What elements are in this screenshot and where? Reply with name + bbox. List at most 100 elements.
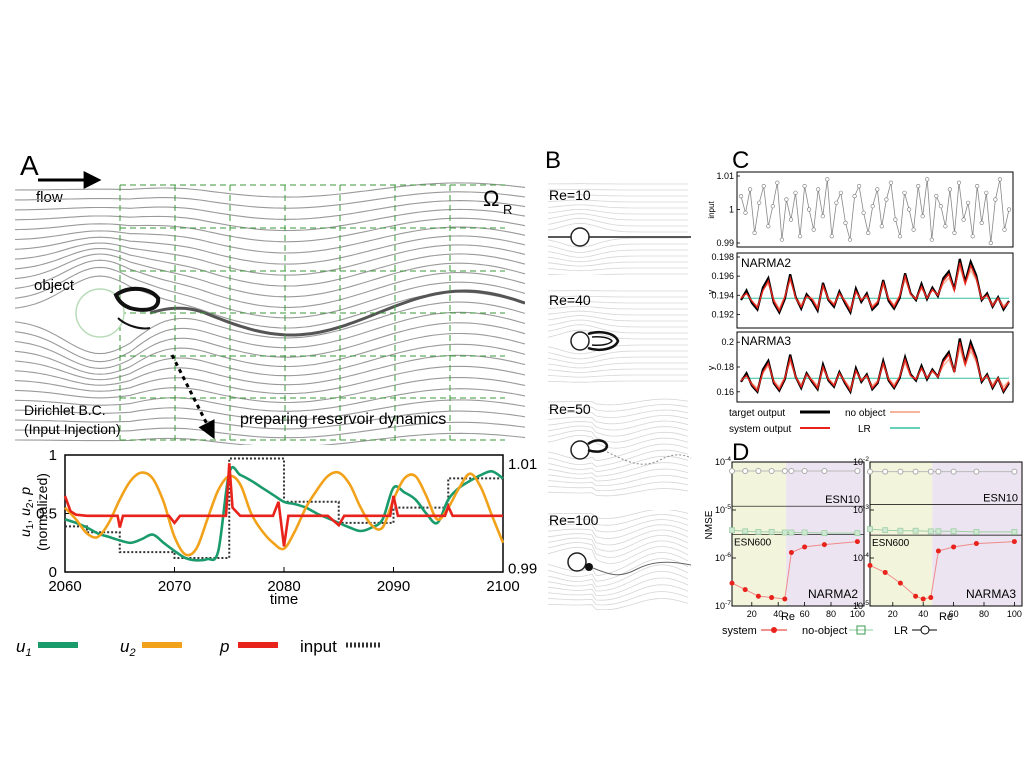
streamline: [548, 237, 688, 248]
system-marker: [935, 548, 941, 554]
input-marker: [879, 224, 884, 229]
panel-a: A flow object Ω R Dirichlet B.C. (Input …: [15, 150, 525, 445]
re40-wake-inner: [591, 336, 613, 346]
re50-wake: [587, 439, 609, 453]
input-marker: [820, 214, 825, 219]
noobject-marker: [801, 529, 808, 536]
y-tick-label: 10-7: [715, 600, 731, 611]
legend-p-label: p: [219, 637, 229, 656]
system-marker: [882, 569, 888, 575]
legend-u2-swatch: [142, 642, 182, 648]
input-marker: [888, 180, 894, 185]
d-legend-system-label: system: [722, 625, 757, 637]
legend-target-label: target output: [729, 408, 785, 419]
streamline: [548, 519, 689, 533]
system-marker: [742, 587, 748, 593]
nmse-panel-tag: NARMA3: [966, 587, 1016, 601]
streamline: [548, 524, 689, 539]
streamline: [15, 259, 525, 308]
timeseries-xlabel: time: [270, 591, 298, 608]
input-marker: [793, 190, 798, 195]
streamline: [548, 462, 689, 477]
input-marker: [979, 220, 984, 225]
noobject-marker: [935, 528, 942, 535]
lr-marker: [755, 467, 762, 474]
input-marker: [929, 237, 934, 242]
input-marker: [802, 184, 807, 189]
streamline: [548, 267, 688, 272]
input-marker: [956, 180, 962, 185]
y-tick-label: 0.18: [716, 362, 734, 372]
y-tick-label: 10-6: [715, 552, 731, 563]
noobject-marker: [768, 528, 775, 535]
legend-u2-label: u2: [120, 637, 136, 659]
lr-marker: [935, 468, 942, 475]
system-marker: [867, 562, 873, 568]
noobject-marker: [788, 529, 795, 536]
input-marker: [988, 240, 993, 246]
nmse-panel-tag: NARMA2: [808, 587, 858, 601]
re100-vortex: [585, 563, 593, 571]
omega-label: Ω: [483, 186, 499, 211]
streamline: [548, 577, 689, 597]
input-marker: [797, 234, 803, 239]
x-tick-label: 2080: [267, 578, 300, 595]
input-marker: [884, 197, 889, 202]
system-marker: [755, 593, 761, 599]
streamline: [548, 558, 689, 582]
legend-u1-label: u1: [16, 637, 32, 659]
y-tick-label: 1: [49, 447, 57, 464]
streamline: [548, 404, 689, 412]
system-marker: [729, 580, 735, 586]
y-tick-label: 10-4: [715, 456, 731, 467]
series-line: [740, 179, 1010, 244]
streamline: [548, 344, 688, 355]
noobject-marker: [950, 528, 957, 535]
streamline: [548, 409, 689, 418]
streamline: [548, 380, 688, 383]
streamline: [548, 468, 689, 482]
narma3-title: NARMA3: [741, 334, 791, 348]
noobject-marker: [781, 529, 788, 536]
streamline: [15, 253, 525, 298]
nmse-frame: [731, 461, 865, 607]
esn600-label: ESN600: [734, 537, 772, 548]
input-marker: [747, 187, 753, 192]
lr-marker: [927, 468, 934, 475]
re10-cylinder: [570, 227, 590, 247]
streamline: [548, 420, 689, 431]
x-tick-label: 60: [800, 609, 810, 619]
input-marker: [811, 227, 816, 232]
x-tick-label: 60: [949, 609, 959, 619]
streamline: [548, 540, 689, 558]
streamline: [548, 315, 688, 322]
input-marker: [829, 234, 834, 239]
reservoir-label: preparing reservoir dynamics: [240, 411, 446, 428]
input-marker: [770, 204, 775, 209]
streamline: [15, 432, 525, 445]
re50-label: Re=50: [549, 401, 591, 417]
lr-marker: [788, 467, 795, 474]
input-marker: [934, 194, 939, 199]
dashed-arrow-icon: [170, 354, 215, 440]
input-marker: [834, 200, 839, 205]
dirichlet-line2: (Input Injection): [24, 421, 121, 437]
lr-marker: [882, 468, 889, 475]
nmse-right-xlabel: Re: [939, 611, 953, 623]
lr-marker: [867, 468, 873, 475]
input-marker: [893, 217, 898, 222]
legend-system-label: system output: [729, 424, 791, 435]
reservoir-grid: [119, 184, 505, 441]
timeseries-legend: u1 u2 p input: [16, 637, 380, 659]
system-marker: [973, 541, 979, 547]
input-frame: [736, 171, 1014, 248]
x-tick-label: 80: [826, 609, 836, 619]
input-marker: [738, 194, 744, 199]
input-marker: [997, 177, 1003, 182]
nmse-ylabel: NMSE: [704, 510, 715, 539]
x-tick-label: 2060: [48, 578, 81, 595]
streamline: [548, 529, 689, 546]
object-label: object: [34, 277, 75, 294]
streamline: [548, 584, 689, 601]
